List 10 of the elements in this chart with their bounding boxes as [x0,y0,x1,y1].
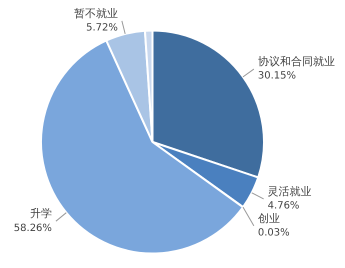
data-label: 30.15% [258,70,296,82]
slice-label: 协议和合同就业 [258,54,335,68]
data-label: 4.76% [268,200,300,212]
slice-label: 升学 [30,207,52,220]
slice-label: 创业 [258,212,280,225]
data-label: 5.72% [86,22,118,34]
data-label: 0.03% [258,228,290,238]
slice-label: 灵活就业 [268,184,312,198]
data-label: 58.26% [14,222,52,234]
slice-label: 暂不就业 [74,6,118,20]
